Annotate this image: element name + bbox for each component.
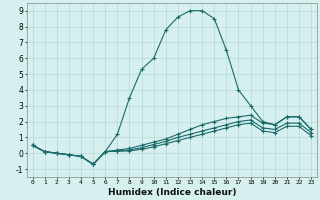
X-axis label: Humidex (Indice chaleur): Humidex (Indice chaleur): [108, 188, 236, 197]
